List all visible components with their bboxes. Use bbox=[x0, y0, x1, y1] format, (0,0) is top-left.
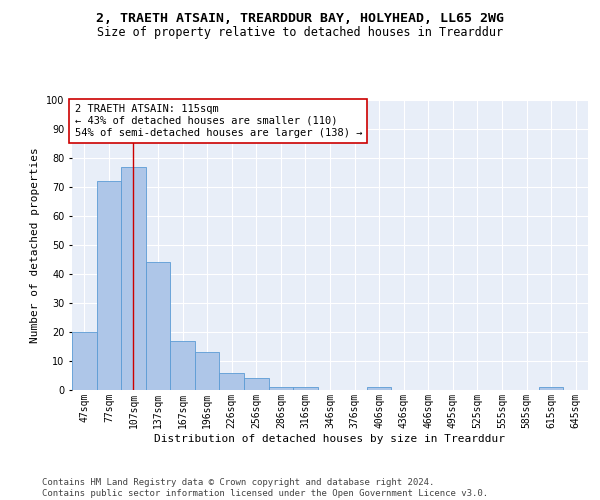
Bar bbox=[121, 166, 146, 390]
X-axis label: Distribution of detached houses by size in Trearddur: Distribution of detached houses by size … bbox=[155, 434, 505, 444]
Bar bbox=[97, 181, 121, 390]
Text: Size of property relative to detached houses in Trearddur: Size of property relative to detached ho… bbox=[97, 26, 503, 39]
Bar bbox=[293, 387, 318, 390]
Bar bbox=[146, 262, 170, 390]
Bar bbox=[72, 332, 97, 390]
Bar bbox=[244, 378, 269, 390]
Bar bbox=[539, 387, 563, 390]
Text: Contains HM Land Registry data © Crown copyright and database right 2024.
Contai: Contains HM Land Registry data © Crown c… bbox=[42, 478, 488, 498]
Text: 2 TRAETH ATSAIN: 115sqm
← 43% of detached houses are smaller (110)
54% of semi-d: 2 TRAETH ATSAIN: 115sqm ← 43% of detache… bbox=[74, 104, 362, 138]
Bar bbox=[269, 387, 293, 390]
Bar bbox=[170, 340, 195, 390]
Bar bbox=[367, 387, 391, 390]
Text: 2, TRAETH ATSAIN, TREARDDUR BAY, HOLYHEAD, LL65 2WG: 2, TRAETH ATSAIN, TREARDDUR BAY, HOLYHEA… bbox=[96, 12, 504, 26]
Y-axis label: Number of detached properties: Number of detached properties bbox=[31, 147, 40, 343]
Bar bbox=[195, 352, 220, 390]
Bar bbox=[220, 372, 244, 390]
